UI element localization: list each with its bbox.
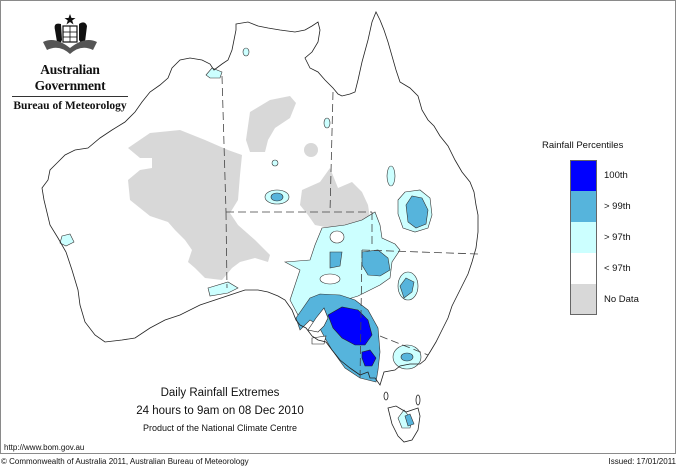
legend-label: < 97th [604, 263, 631, 274]
legend-label: > 97th [604, 232, 631, 243]
rainfall-map [41, 11, 479, 443]
blank-holes [319, 230, 345, 285]
map-product-note: Product of the National Climate Centre [142, 423, 298, 433]
bom-logo: Australian Government Bureau of Meteorol… [8, 12, 132, 112]
agency-name: Bureau of Meteorology [13, 100, 127, 112]
map-legend: Rainfall Percentiles 100th > 99th > 97th… [540, 140, 670, 315]
legend-swatch-no-data [570, 284, 597, 315]
map-period: 24 hours to 9am on 08 Dec 2010 [136, 405, 304, 417]
bom-url-link[interactable]: http://www.bom.gov.au [4, 443, 85, 452]
legend-swatch-97th [570, 222, 597, 253]
state-borders [221, 75, 479, 381]
legend-swatch-99th [570, 191, 597, 222]
commonwealth-coat-of-arms-icon [43, 14, 97, 54]
legend-label: > 99th [604, 201, 631, 212]
legend-label: No Data [604, 294, 639, 305]
legend-title: Rainfall Percentiles [542, 140, 624, 151]
map-title: Daily Rainfall Extremes [160, 387, 280, 399]
government-name: Australian Government [34, 62, 106, 93]
legend-swatch-below-97th [570, 253, 597, 284]
pct-97-regions [59, 47, 433, 429]
no-data-regions [128, 96, 370, 280]
issued-date: Issued: 17/01/2011 [608, 457, 676, 466]
coastline [41, 11, 479, 443]
legend-swatch-100th [570, 160, 597, 191]
copyright-notice: © Commonwealth of Australia 2011, Austra… [1, 457, 249, 466]
logo-divider [12, 96, 128, 97]
legend-label: 100th [604, 170, 628, 181]
